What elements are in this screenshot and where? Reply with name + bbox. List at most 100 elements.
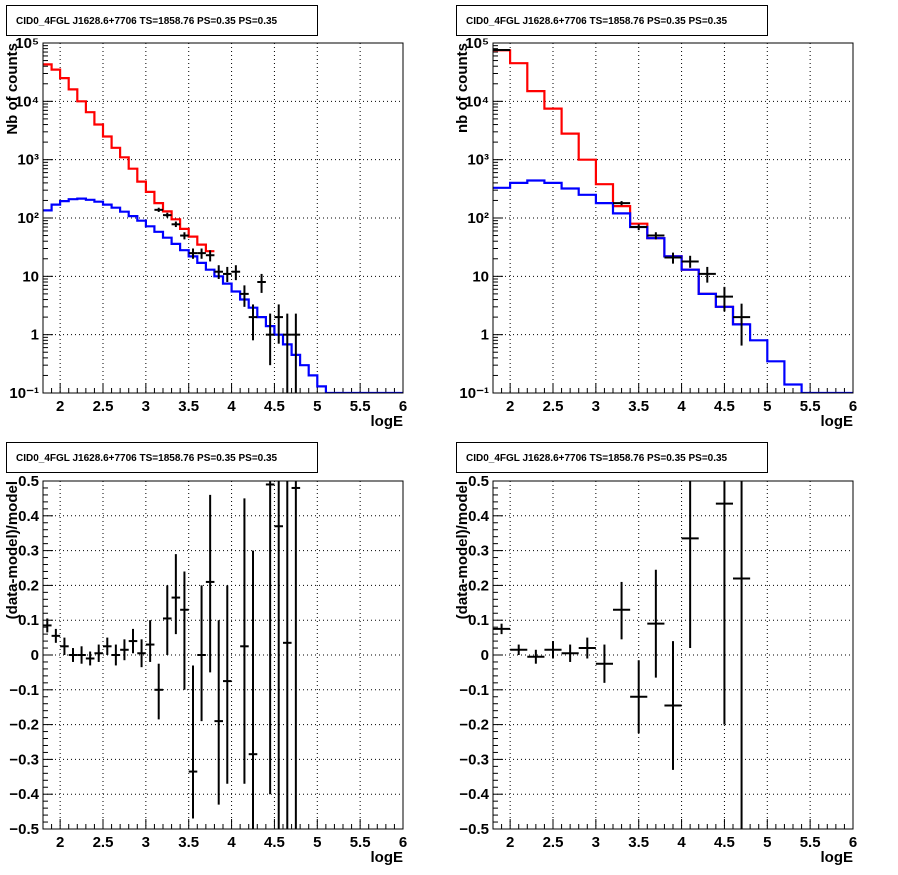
x-tick-label: 2.5 (543, 834, 564, 851)
y-tick-label: 10⁻¹ (9, 385, 39, 402)
data-point (205, 250, 215, 262)
data-layer (43, 481, 301, 829)
data-point (510, 644, 528, 655)
y-tick-label: 1 (31, 327, 39, 344)
data-point (188, 665, 198, 819)
data-point (527, 649, 545, 664)
plot-frame (492, 42, 854, 394)
title-box (456, 5, 768, 36)
data-point (493, 48, 511, 51)
y-tick-label: −0.1 (459, 682, 489, 699)
data-point (578, 637, 596, 659)
data-layer (493, 48, 853, 393)
data-point (240, 285, 249, 307)
y-tick-label: 10⁴ (15, 93, 39, 110)
data-point (145, 620, 155, 662)
y-tick-label: 0.4 (468, 508, 490, 525)
data-point (171, 554, 181, 635)
y-tick-label: 0.4 (18, 508, 40, 525)
data-point (647, 569, 665, 678)
y-tick-label: −0.1 (9, 682, 39, 699)
x-tick-label: 5 (763, 834, 771, 851)
data-point (85, 651, 95, 666)
title-box (456, 442, 768, 473)
x-tick-label: 5 (763, 398, 771, 415)
x-tick-label: 3 (142, 834, 150, 851)
ticks (42, 480, 404, 830)
x-tick-label: 2.5 (93, 398, 114, 415)
x-tick-label: 4 (227, 398, 236, 415)
y-tick-label: 0 (31, 647, 39, 664)
y-tick-label: −0.4 (459, 786, 489, 803)
data-point (613, 201, 631, 206)
grid (43, 481, 403, 829)
x-tick-label: 5.5 (350, 398, 371, 415)
data-point (180, 232, 189, 240)
x-tick-label: 4.5 (714, 398, 735, 415)
y-tick-label: −0.5 (459, 821, 489, 838)
model-histogram-total (43, 63, 215, 253)
x-tick-label: 2.5 (543, 398, 564, 415)
y-axis-label: nb of counts (454, 43, 471, 133)
plot-frame (42, 42, 404, 394)
ticks (492, 45, 854, 394)
x-tick-label: 6 (399, 834, 407, 851)
data-point (111, 644, 121, 666)
data-point (137, 639, 146, 668)
data-point (715, 481, 733, 725)
data-point (60, 637, 69, 655)
data-point (630, 660, 648, 734)
data-point (197, 248, 206, 259)
data-point (103, 637, 112, 655)
y-tick-label: 10² (467, 210, 489, 227)
data-point (231, 265, 241, 281)
x-tick-label: 4 (677, 834, 686, 851)
y-tick-label: 0.3 (468, 543, 489, 560)
chart-title: CID0_4FGL J1628.6+7706 TS=1858.76 PS=0.3… (466, 453, 728, 464)
x-tick-label: 2 (56, 834, 64, 851)
x-tick-label: 6 (399, 398, 407, 415)
x-tick-label: 3.5 (178, 398, 199, 415)
y-tick-label: 10³ (17, 152, 39, 169)
chart-pad-counts_fine: CID0_4FGL J1628.6+7706 TS=1858.76 PS=0.3… (4, 5, 407, 430)
plot-frame (492, 480, 854, 830)
data-point (544, 641, 562, 659)
x-tick-label: 5.5 (350, 834, 371, 851)
data-point (283, 313, 292, 393)
data-point (214, 620, 223, 805)
data-point (265, 481, 275, 795)
y-tick-label: −0.2 (9, 717, 39, 734)
x-tick-label: 2 (506, 398, 514, 415)
data-point (715, 286, 733, 312)
data-point (77, 646, 86, 664)
data-point (283, 481, 292, 829)
y-tick-label: 10⁵ (465, 35, 489, 52)
y-tick-label: 0.1 (468, 612, 489, 629)
data-layer (493, 481, 751, 829)
title-box (6, 5, 318, 36)
y-tick-label: −0.3 (459, 751, 489, 768)
y-tick-label: 0.5 (18, 473, 39, 490)
grid (493, 43, 853, 393)
data-point (493, 623, 511, 635)
plot-frame (42, 480, 404, 830)
x-tick-label: 3 (592, 398, 600, 415)
y-axis-label: (data-model)/model (4, 481, 21, 619)
data-point (664, 641, 682, 770)
y-tick-label: 0.5 (468, 473, 489, 490)
data-point (205, 494, 215, 673)
data-point (733, 481, 751, 829)
data-point (171, 221, 181, 228)
data-point (68, 648, 78, 662)
data-point (248, 304, 258, 341)
data-point (197, 585, 206, 722)
data-point (94, 644, 103, 662)
data-point (163, 212, 172, 218)
data-point (274, 304, 283, 344)
x-tick-label: 6 (849, 834, 857, 851)
y-tick-label: 1 (481, 327, 489, 344)
data-point (291, 481, 301, 829)
x-tick-label: 3 (142, 398, 150, 415)
chart-title: CID0_4FGL J1628.6+7706 TS=1858.76 PS=0.3… (16, 16, 278, 27)
